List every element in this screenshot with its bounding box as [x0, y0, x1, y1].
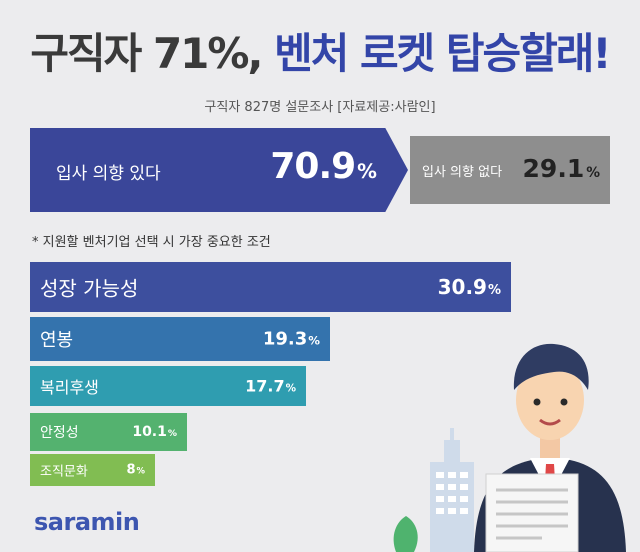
bar-value: 8%	[126, 462, 145, 478]
bar-value: 19.3%	[262, 328, 320, 350]
bar-value: 30.9%	[437, 275, 501, 299]
businessman-illustration	[393, 343, 626, 552]
saramin-logo: saramin	[34, 508, 140, 536]
bar-label: 연봉	[40, 330, 74, 351]
title-part2: 벤처 로켓 탑승할래!	[274, 29, 612, 78]
intent-no-label: 입사 의향 없다	[422, 165, 503, 180]
bar-label: 복리후생	[40, 378, 99, 397]
page-title: 구직자 71%, 벤처 로켓 탑승할래!	[0, 20, 640, 81]
chart-note: * 지원할 벤처기업 선택 시 가장 중요한 조건	[32, 235, 271, 250]
bar-value: 17.7%	[245, 376, 296, 396]
bar-5: 조직문화 8%	[30, 454, 155, 486]
bar-2: 연봉 19.3%	[30, 317, 330, 361]
intent-no-value: 29.1%	[522, 154, 600, 183]
survey-subtitle: 구직자 827명 설문조사 [자료제공:사람인]	[204, 100, 436, 115]
bar-4: 안정성 10.1%	[30, 413, 187, 451]
intent-no-banner: 입사 의향 없다 29.1%	[410, 136, 610, 204]
intent-yes-value: 70.9%	[270, 146, 377, 187]
bar-3: 복리후생 17.7%	[30, 366, 306, 406]
intent-yes-banner: 입사 의향 있다 70.9%	[30, 128, 408, 212]
bar-label: 성장 가능성	[40, 276, 139, 301]
bar-1: 성장 가능성 30.9%	[30, 262, 511, 312]
tree-icon	[393, 516, 418, 552]
bar-value: 10.1%	[132, 424, 177, 440]
intent-yes-label: 입사 의향 있다	[56, 164, 161, 184]
bar-label: 안정성	[40, 425, 79, 441]
title-part1: 구직자 71%,	[30, 29, 263, 78]
bar-label: 조직문화	[40, 464, 88, 480]
